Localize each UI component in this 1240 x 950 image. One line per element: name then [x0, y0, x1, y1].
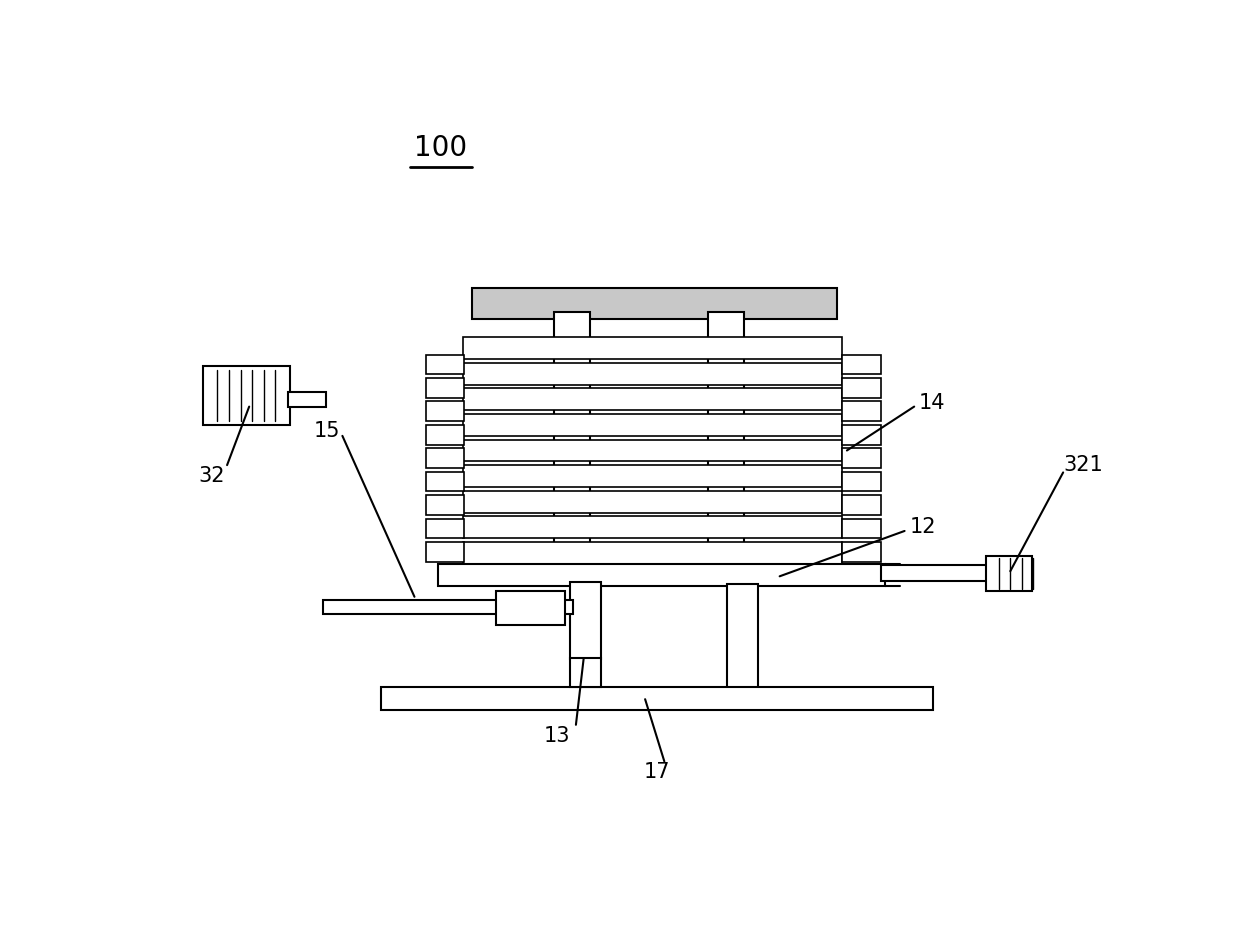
Bar [427, 378, 465, 398]
Bar [427, 542, 465, 561]
Bar [381, 687, 934, 711]
Bar [427, 495, 465, 515]
Text: 321: 321 [1063, 455, 1102, 475]
Bar [727, 583, 758, 688]
Bar [427, 354, 465, 374]
Bar [427, 519, 465, 539]
Bar [427, 472, 465, 491]
Bar [463, 517, 842, 539]
Bar [842, 378, 880, 398]
Bar [463, 414, 842, 436]
Bar [842, 495, 880, 515]
Bar [439, 564, 885, 586]
Bar [463, 389, 842, 410]
Bar [842, 542, 880, 561]
Text: 14: 14 [919, 393, 945, 413]
Bar [427, 448, 465, 468]
Bar [842, 402, 880, 421]
Text: 32: 32 [198, 466, 224, 486]
Text: 12: 12 [909, 518, 936, 538]
Bar [203, 367, 290, 425]
Text: 17: 17 [644, 762, 670, 783]
Bar [463, 363, 842, 385]
Bar [842, 472, 880, 491]
Text: 15: 15 [314, 421, 340, 441]
Bar [463, 337, 842, 359]
Bar [842, 425, 880, 445]
Bar [463, 440, 842, 462]
Bar [427, 425, 465, 445]
Text: 100: 100 [414, 134, 467, 162]
Bar [463, 542, 842, 564]
Bar [472, 288, 837, 319]
Bar [986, 556, 1033, 591]
Bar [427, 402, 465, 421]
Bar [880, 564, 991, 580]
Bar [554, 312, 590, 582]
Bar [463, 466, 842, 487]
Bar [463, 491, 842, 513]
Bar [570, 582, 601, 659]
Text: 13: 13 [543, 726, 570, 746]
Bar [842, 448, 880, 468]
Bar [842, 354, 880, 374]
Bar [842, 519, 880, 539]
Bar [496, 591, 565, 624]
Bar [708, 312, 744, 582]
Bar [288, 392, 326, 407]
Bar [570, 657, 601, 687]
Bar [324, 600, 573, 614]
